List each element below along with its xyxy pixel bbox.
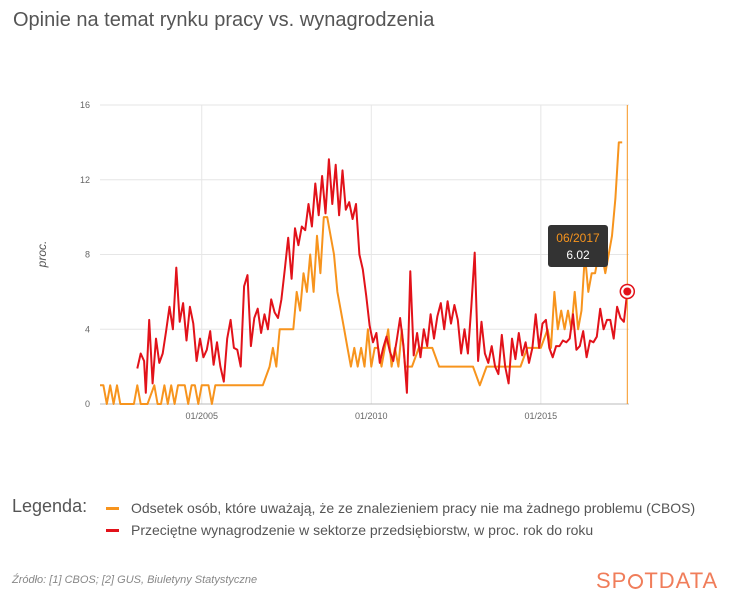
tooltip: 06/2017 6.02	[548, 225, 608, 267]
brand-logo: SP TDATA	[596, 568, 718, 594]
legend-item-wages[interactable]: Przeciętne wynagrodzenie w sektorze prze…	[106, 519, 695, 541]
series-group	[100, 141, 629, 405]
legend-text-wages: Przeciętne wynagrodzenie w sektorze prze…	[131, 522, 594, 538]
x-tick-label: 01/2010	[355, 411, 388, 421]
tooltip-value: 6.02	[566, 248, 590, 262]
brand-o-icon	[628, 574, 644, 589]
legend-title: Legenda:	[12, 496, 88, 516]
source-note: Źródło: [1] CBOS; [2] GUS, Biuletyny Sta…	[12, 574, 258, 586]
chart-title: Opinie na temat rynku pracy vs. wynagrod…	[13, 9, 435, 31]
tooltip-date: 06/2017	[556, 231, 600, 245]
legend: Odsetek osób, które uważają, że ze znale…	[106, 497, 695, 541]
legend-item-cbos[interactable]: Odsetek osób, które uważają, że ze znale…	[106, 497, 695, 519]
y-axis-label: proc.	[35, 241, 49, 269]
y-axis-ticks: 0 4 8 12 16	[80, 100, 90, 409]
legend-text-cbos: Odsetek osób, które uważają, że ze znale…	[131, 500, 696, 516]
series-line-1	[136, 158, 629, 394]
tooltip-box	[548, 225, 608, 267]
series-line-0	[100, 141, 623, 405]
y-tick-label: 8	[85, 250, 90, 260]
y-tick-label: 16	[80, 100, 90, 110]
y-tick-label: 0	[85, 399, 90, 409]
brand-text-end: TDATA	[644, 568, 719, 593]
y-tick-label: 12	[80, 175, 90, 185]
brand-text-start: SP	[596, 568, 628, 593]
y-tick-label: 4	[85, 324, 90, 334]
legend-swatch-wages	[106, 528, 119, 532]
x-axis-ticks: 01/2005 01/2010 01/2015	[185, 411, 557, 421]
legend-swatch-cbos	[106, 506, 119, 510]
x-tick-label: 01/2015	[525, 411, 558, 421]
x-tick-label: 01/2005	[185, 411, 218, 421]
hover-marker	[623, 287, 632, 296]
